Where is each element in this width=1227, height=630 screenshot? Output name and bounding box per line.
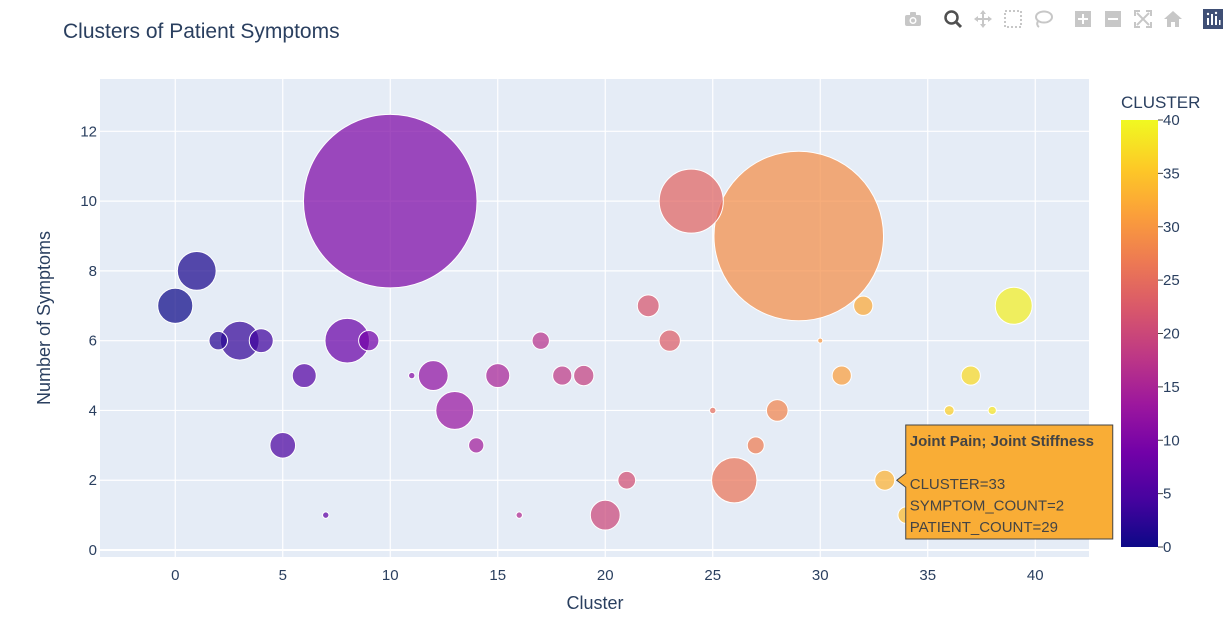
x-tick-label: 15 <box>489 567 506 584</box>
bubble-cluster-39[interactable] <box>994 286 1033 325</box>
bubble-cluster-31[interactable] <box>831 365 852 386</box>
y-tick-label: 10 <box>80 193 97 210</box>
x-tick-label: 20 <box>597 567 614 584</box>
x-tick-label: 10 <box>382 567 399 584</box>
bubble-cluster-1[interactable] <box>176 250 217 291</box>
bubble-cluster-5[interactable] <box>269 432 297 459</box>
x-tick-label: 35 <box>919 567 936 584</box>
bubble-cluster-14[interactable] <box>468 437 485 454</box>
colorbar-tick-label: 40 <box>1163 112 1180 129</box>
bubble-cluster-7[interactable] <box>322 511 330 519</box>
bubble-cluster-23[interactable] <box>658 329 681 352</box>
bubble-cluster-27[interactable] <box>746 436 765 455</box>
bubble-cluster-11[interactable] <box>408 371 416 380</box>
y-axis-label: Number of Symptoms <box>34 231 54 405</box>
bubble-cluster-28[interactable] <box>765 399 789 422</box>
bubble-cluster-2[interactable] <box>208 330 228 351</box>
bubble-cluster-36[interactable] <box>943 405 955 416</box>
autoscale-icon[interactable] <box>1132 8 1154 30</box>
bubble-cluster-12[interactable] <box>417 360 449 391</box>
bubble-cluster-20[interactable] <box>589 499 621 531</box>
bubble-cluster-17[interactable] <box>531 331 550 350</box>
y-tick-label: 8 <box>89 263 97 280</box>
bubble-cluster-25[interactable] <box>709 406 717 415</box>
bubble-cluster-16[interactable] <box>515 511 523 519</box>
lasso-select-icon[interactable] <box>1032 8 1054 30</box>
bubble-cluster-18[interactable] <box>552 365 573 386</box>
x-tick-label: 40 <box>1027 567 1044 584</box>
colorbar-tick-label: 25 <box>1163 272 1180 289</box>
y-tick-label: 2 <box>89 472 97 489</box>
colorbar-tick-label: 35 <box>1163 165 1180 182</box>
bubble-cluster-21[interactable] <box>617 470 637 490</box>
bubble-cluster-29[interactable] <box>713 150 885 322</box>
y-tick-label: 0 <box>89 542 97 559</box>
zoom-in-icon[interactable] <box>1072 8 1094 30</box>
bubble-cluster-6[interactable] <box>291 363 317 389</box>
zoom-icon[interactable] <box>942 8 964 30</box>
data-points <box>157 113 1033 531</box>
x-axis-label: Cluster <box>566 593 623 613</box>
x-tick-label: 25 <box>704 567 721 584</box>
y-tick-label: 4 <box>89 402 97 419</box>
bubble-cluster-38[interactable] <box>987 405 997 416</box>
camera-icon[interactable] <box>902 8 924 30</box>
y-tick-label: 6 <box>89 333 97 350</box>
hover-line: SYMPTOM_COUNT=2 <box>910 498 1064 515</box>
colorbar-ticks: 0 5 10 15 20 25 30 35 40 <box>1158 112 1180 556</box>
bubble-cluster-37[interactable] <box>960 365 981 386</box>
colorbar-tick-label: 0 <box>1163 539 1171 556</box>
hover-line: CLUSTER=33 <box>910 476 1005 493</box>
bubble-cluster-10[interactable] <box>302 113 478 289</box>
plotly-logo-icon[interactable] <box>1202 8 1224 30</box>
hover-tooltip: Joint Pain; Joint Stiffness CLUSTER=33 SYM… <box>895 424 1114 540</box>
x-axis-ticks: 0 5 10 15 20 25 30 35 40 <box>171 567 1044 584</box>
bubble-cluster-9[interactable] <box>358 330 380 352</box>
bubble-cluster-22[interactable] <box>636 294 660 318</box>
bubble-cluster-30[interactable] <box>817 337 824 344</box>
bubble-cluster-15[interactable] <box>485 363 511 389</box>
colorbar-gradient <box>1121 120 1158 547</box>
colorbar-tick-label: 5 <box>1163 486 1171 503</box>
colorbar: CLUSTER 0 5 10 15 20 25 30 35 40 <box>1121 93 1200 556</box>
gridlines <box>100 79 1089 557</box>
colorbar-title: CLUSTER <box>1121 93 1200 112</box>
y-axis-ticks: 0 2 4 6 8 10 12 <box>80 123 97 559</box>
x-tick-label: 0 <box>171 567 179 584</box>
zoom-out-icon[interactable] <box>1102 8 1124 30</box>
colorbar-tick-label: 10 <box>1163 432 1180 449</box>
bubble-cluster-32[interactable] <box>853 295 874 316</box>
colorbar-tick-label: 20 <box>1163 326 1180 343</box>
hover-box <box>895 424 1114 540</box>
bubble-cluster-33[interactable] <box>874 469 896 491</box>
bubble-cluster-13[interactable] <box>435 391 475 430</box>
hover-line: PATIENT_COUNT=29 <box>910 519 1058 536</box>
chart-title: Clusters of Patient Symptoms <box>63 20 340 43</box>
x-tick-label: 5 <box>279 567 287 584</box>
bubble-cluster-0[interactable] <box>157 287 194 324</box>
hover-title: Joint Pain; Joint Stiffness <box>910 433 1094 450</box>
bubble-cluster-4[interactable] <box>248 328 274 354</box>
y-tick-label: 12 <box>80 123 97 140</box>
colorbar-tick-label: 15 <box>1163 379 1180 396</box>
bubble-cluster-24[interactable] <box>658 168 724 234</box>
box-select-icon[interactable] <box>1002 8 1024 30</box>
colorbar-tick-label: 30 <box>1163 219 1180 236</box>
bubble-cluster-19[interactable] <box>573 364 595 387</box>
reset-axes-icon[interactable] <box>1162 8 1184 30</box>
x-tick-label: 30 <box>812 567 829 584</box>
bubble-cluster-26[interactable] <box>711 457 758 504</box>
pan-icon[interactable] <box>972 8 994 30</box>
